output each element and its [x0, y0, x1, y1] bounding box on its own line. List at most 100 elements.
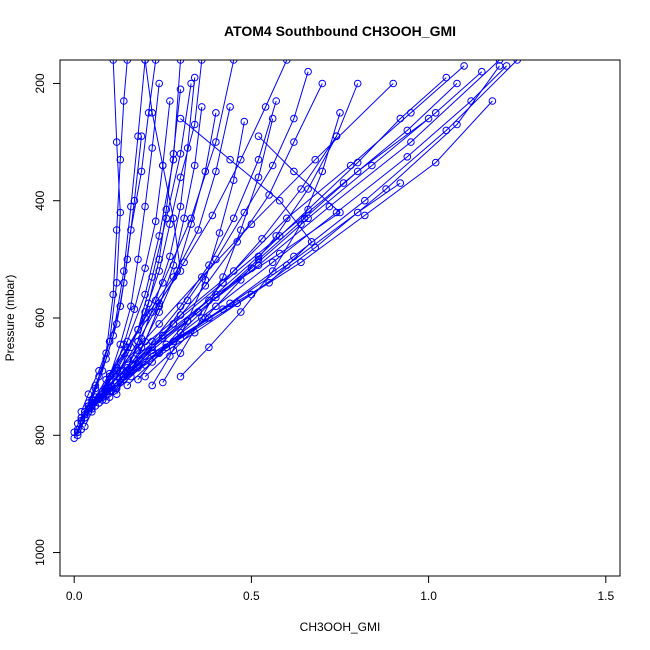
data-point	[162, 340, 171, 349]
data-point	[212, 138, 220, 146]
data-point	[201, 276, 210, 284]
data-point	[304, 185, 312, 193]
data-point	[155, 79, 163, 88]
data-point	[226, 103, 234, 111]
data-point	[229, 176, 238, 184]
plot-area	[70, 60, 521, 443]
data-point	[424, 114, 433, 123]
data-point	[148, 109, 156, 117]
data-point	[258, 235, 266, 243]
data-point	[155, 255, 163, 264]
data-point	[134, 375, 142, 384]
data-point	[151, 296, 160, 305]
data-point	[201, 167, 210, 176]
data-point	[81, 422, 89, 431]
x-tick-label: 1.0	[420, 589, 437, 603]
series-16	[88, 103, 234, 407]
data-point	[180, 214, 188, 223]
data-point	[166, 97, 174, 105]
data-point	[403, 153, 412, 161]
data-point	[265, 279, 273, 287]
data-point	[268, 161, 277, 170]
data-point	[237, 308, 245, 316]
data-point	[467, 97, 475, 105]
series-32	[95, 79, 163, 407]
series-34	[102, 62, 511, 404]
data-point	[275, 196, 284, 205]
data-point	[453, 120, 461, 129]
data-point	[353, 158, 362, 167]
y-tick-label: 200	[33, 73, 47, 93]
data-point	[268, 114, 277, 123]
data-point	[240, 208, 249, 217]
series-line	[109, 100, 493, 392]
data-point	[198, 314, 206, 322]
data-point	[112, 226, 121, 234]
data-point	[102, 384, 110, 393]
data-point	[403, 126, 412, 135]
data-point	[109, 331, 117, 340]
series-37	[176, 109, 344, 381]
data-point	[229, 214, 238, 223]
data-point	[127, 202, 135, 211]
data-point	[123, 381, 132, 390]
data-point	[173, 267, 181, 275]
data-point	[176, 349, 185, 358]
data-point	[116, 302, 125, 311]
series-35	[159, 114, 277, 387]
data-point	[148, 273, 156, 281]
data-point	[166, 252, 174, 261]
data-point	[361, 196, 369, 205]
data-point	[389, 79, 398, 88]
data-point	[155, 302, 163, 311]
data-point	[127, 372, 135, 381]
data-point	[208, 211, 217, 220]
data-point	[478, 67, 486, 76]
data-point	[183, 317, 192, 325]
data-point	[318, 167, 327, 176]
data-point	[169, 150, 178, 158]
data-point	[502, 62, 511, 70]
y-tick-label: 800	[33, 425, 47, 445]
x-tick-label: 1.5	[597, 589, 614, 603]
data-point	[95, 399, 103, 407]
data-point	[453, 79, 461, 88]
y-axis-label: Pressure (mbar)	[3, 275, 17, 362]
data-point	[148, 358, 156, 366]
data-point	[141, 264, 149, 273]
x-tick-label: 0.5	[243, 589, 260, 603]
series-24	[77, 132, 146, 416]
data-point	[353, 208, 362, 217]
data-point	[130, 355, 139, 363]
series-line	[80, 136, 142, 412]
data-point	[70, 428, 78, 437]
data-point	[137, 132, 146, 140]
data-point	[77, 408, 86, 416]
data-point	[442, 73, 451, 82]
data-point	[431, 158, 440, 167]
series-line	[162, 118, 274, 383]
data-point	[116, 155, 125, 164]
series-line	[88, 83, 458, 410]
series-line	[130, 106, 203, 372]
series-line	[105, 60, 288, 395]
data-point	[169, 261, 178, 270]
data-point	[396, 179, 405, 187]
series-line	[91, 71, 483, 407]
data-point	[73, 428, 82, 437]
data-point	[254, 155, 263, 164]
data-point	[304, 67, 312, 76]
data-point	[290, 138, 298, 146]
data-point	[336, 109, 344, 117]
data-point	[162, 205, 171, 214]
series-13	[73, 79, 195, 437]
data-point	[155, 320, 163, 328]
data-point	[183, 144, 192, 152]
data-point	[155, 308, 163, 316]
data-point	[190, 120, 199, 129]
data-point	[84, 402, 93, 410]
series-line	[98, 83, 160, 404]
data-point	[176, 85, 185, 94]
data-point	[169, 320, 178, 328]
